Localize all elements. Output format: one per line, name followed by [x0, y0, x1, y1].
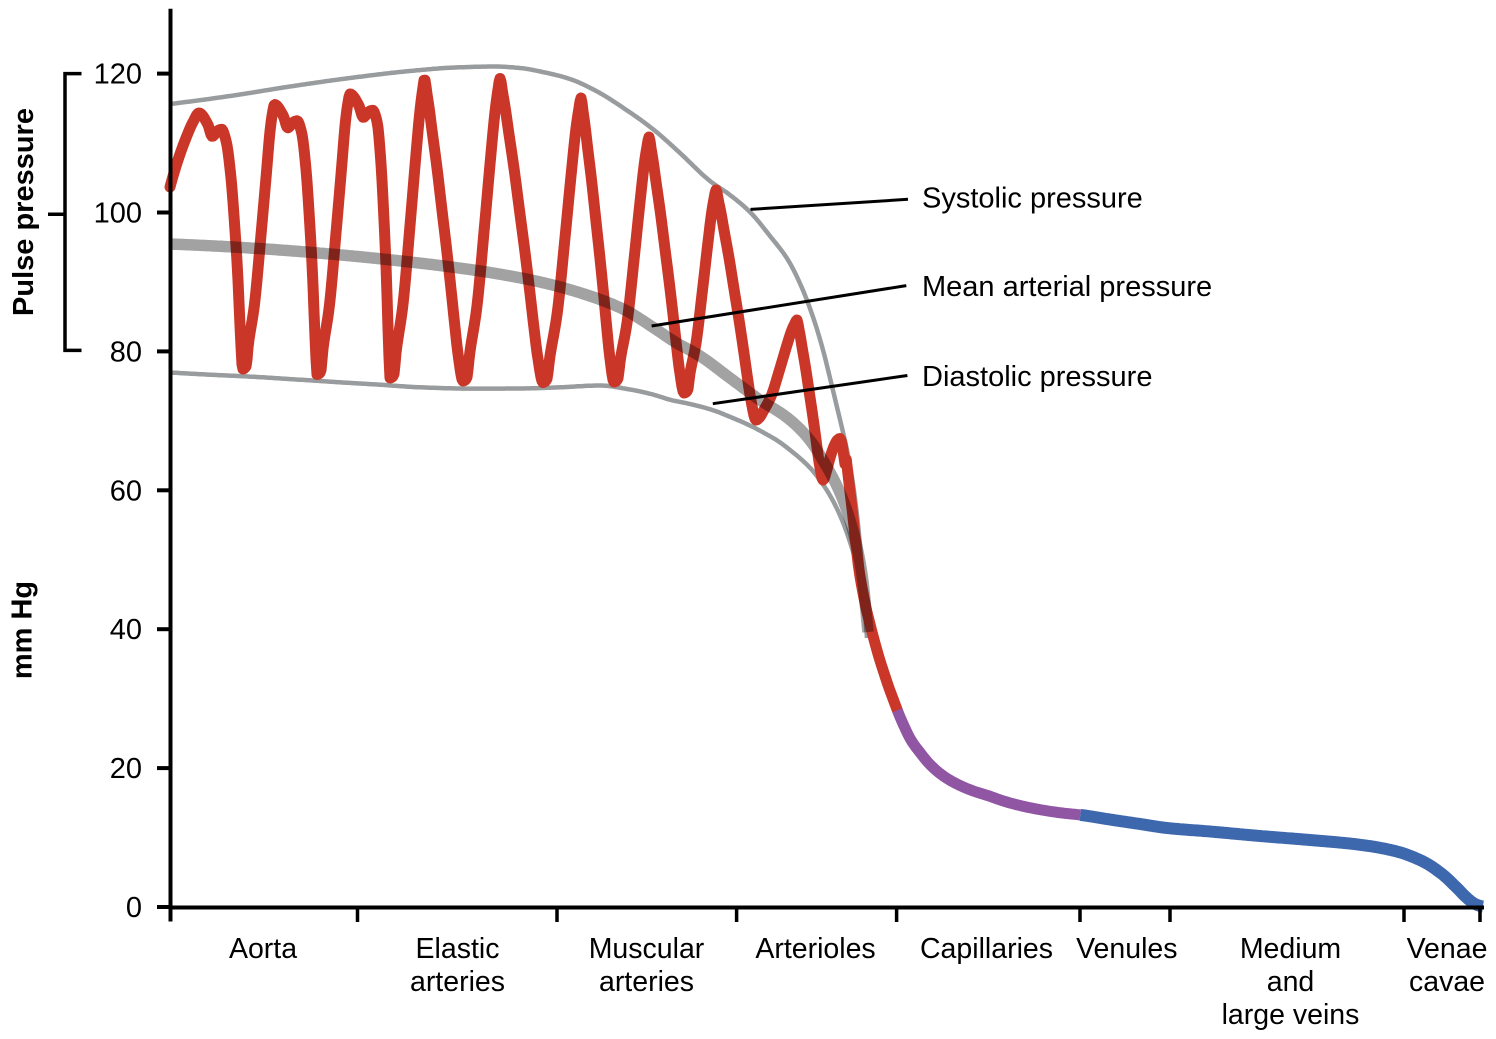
svg-text:Pulse pressure: Pulse pressure — [8, 108, 40, 316]
svg-text:0: 0 — [126, 892, 142, 924]
svg-text:arteries: arteries — [599, 966, 694, 998]
svg-text:40: 40 — [110, 614, 142, 646]
svg-text:Systolic pressure: Systolic pressure — [922, 182, 1143, 214]
svg-text:Muscular: Muscular — [589, 933, 705, 965]
svg-text:Elastic: Elastic — [416, 933, 500, 965]
svg-text:cavae: cavae — [1409, 966, 1485, 998]
svg-text:Aorta: Aorta — [229, 933, 297, 965]
svg-text:large veins: large veins — [1222, 999, 1360, 1031]
svg-text:60: 60 — [110, 475, 142, 507]
svg-text:20: 20 — [110, 753, 142, 785]
svg-text:Mean arterial pressure: Mean arterial pressure — [922, 271, 1212, 303]
svg-text:120: 120 — [94, 59, 142, 91]
svg-text:Capillaries: Capillaries — [920, 933, 1053, 965]
svg-text:Medium: Medium — [1240, 933, 1341, 965]
svg-text:Venules: Venules — [1076, 933, 1177, 965]
svg-text:mm Hg: mm Hg — [7, 581, 39, 679]
svg-text:80: 80 — [110, 336, 142, 368]
svg-text:arteries: arteries — [410, 966, 505, 998]
svg-text:Venae: Venae — [1407, 933, 1488, 965]
svg-text:100: 100 — [94, 198, 142, 230]
svg-text:Arterioles: Arterioles — [755, 933, 875, 965]
svg-text:Diastolic pressure: Diastolic pressure — [922, 361, 1152, 393]
svg-text:and: and — [1267, 966, 1315, 998]
